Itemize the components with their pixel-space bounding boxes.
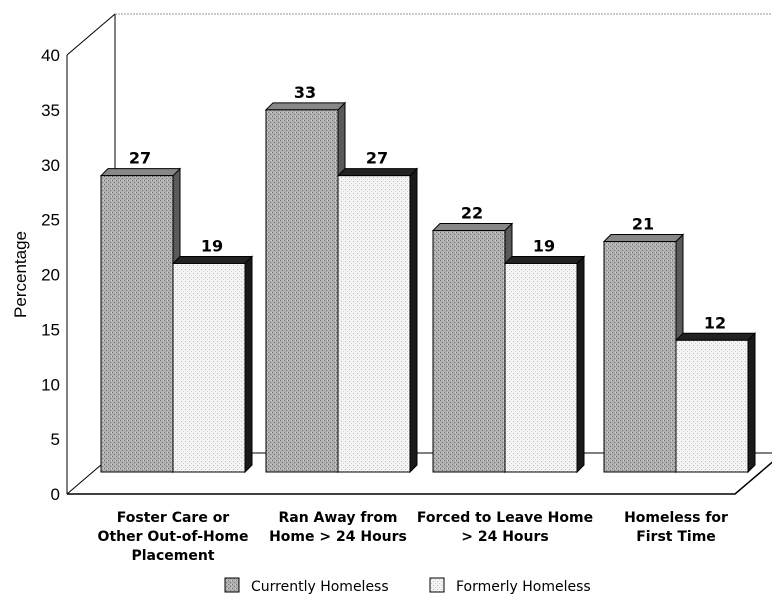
category-label: Ran Away from: [278, 510, 397, 526]
axes: 0 5 10 15 20 25 30 35 40 Percentage: [11, 13, 772, 504]
bars: [99, 101, 757, 474]
y-tick-label: 25: [41, 211, 60, 230]
y-tick-label: 5: [51, 430, 60, 449]
legend-item: Formerly Homeless: [429, 577, 591, 595]
data-label: 19: [533, 236, 555, 255]
y-tick-label: 35: [41, 101, 60, 120]
legend-item: Currently Homeless: [224, 577, 389, 595]
bar-formerly-homeless: [503, 255, 586, 474]
data-label: 27: [129, 149, 151, 168]
bar-formerly-homeless: [674, 332, 757, 474]
category-label: Homeless for: [624, 510, 728, 526]
y-tick-label: 40: [41, 46, 60, 65]
y-axis-title: Percentage: [11, 231, 30, 318]
labels: 27 19 Foster Care or Other Out-of-Home Place…: [98, 83, 728, 564]
data-label: 27: [366, 149, 388, 168]
legend: Currently Homeless Formerly Homeless: [224, 577, 591, 595]
bar-formerly-homeless: [336, 167, 419, 474]
legend-label: Formerly Homeless: [456, 579, 591, 595]
bar-currently-homeless: [99, 167, 182, 474]
data-label: 22: [461, 204, 483, 223]
category-label: First Time: [636, 529, 716, 545]
y-tick-label: 30: [41, 156, 60, 175]
legend-swatch: [429, 577, 445, 593]
category-label: Foster Care or: [117, 510, 230, 526]
category-label: > 24 Hours: [461, 529, 549, 545]
y-tick-label: 0: [51, 485, 60, 504]
y-tick-label: 15: [41, 320, 60, 339]
bar-currently-homeless: [602, 233, 685, 474]
y-tick-label: 20: [41, 266, 60, 285]
floor: [67, 461, 772, 495]
category-label: Home > 24 Hours: [269, 529, 407, 545]
y-tick-label: 10: [41, 375, 60, 394]
bar-currently-homeless: [431, 222, 514, 474]
data-label: 33: [294, 83, 316, 102]
bar-currently-homeless: [264, 101, 347, 474]
data-label: 21: [632, 215, 654, 234]
legend-label: Currently Homeless: [251, 579, 389, 595]
data-label: 19: [201, 236, 223, 255]
category-label: Forced to Leave Home: [417, 510, 593, 526]
category-label: Other Out-of-Home: [98, 529, 249, 545]
category-label: Placement: [131, 548, 214, 564]
legend-swatch: [224, 577, 240, 593]
data-label: 12: [704, 313, 726, 332]
bar-formerly-homeless: [171, 255, 254, 474]
